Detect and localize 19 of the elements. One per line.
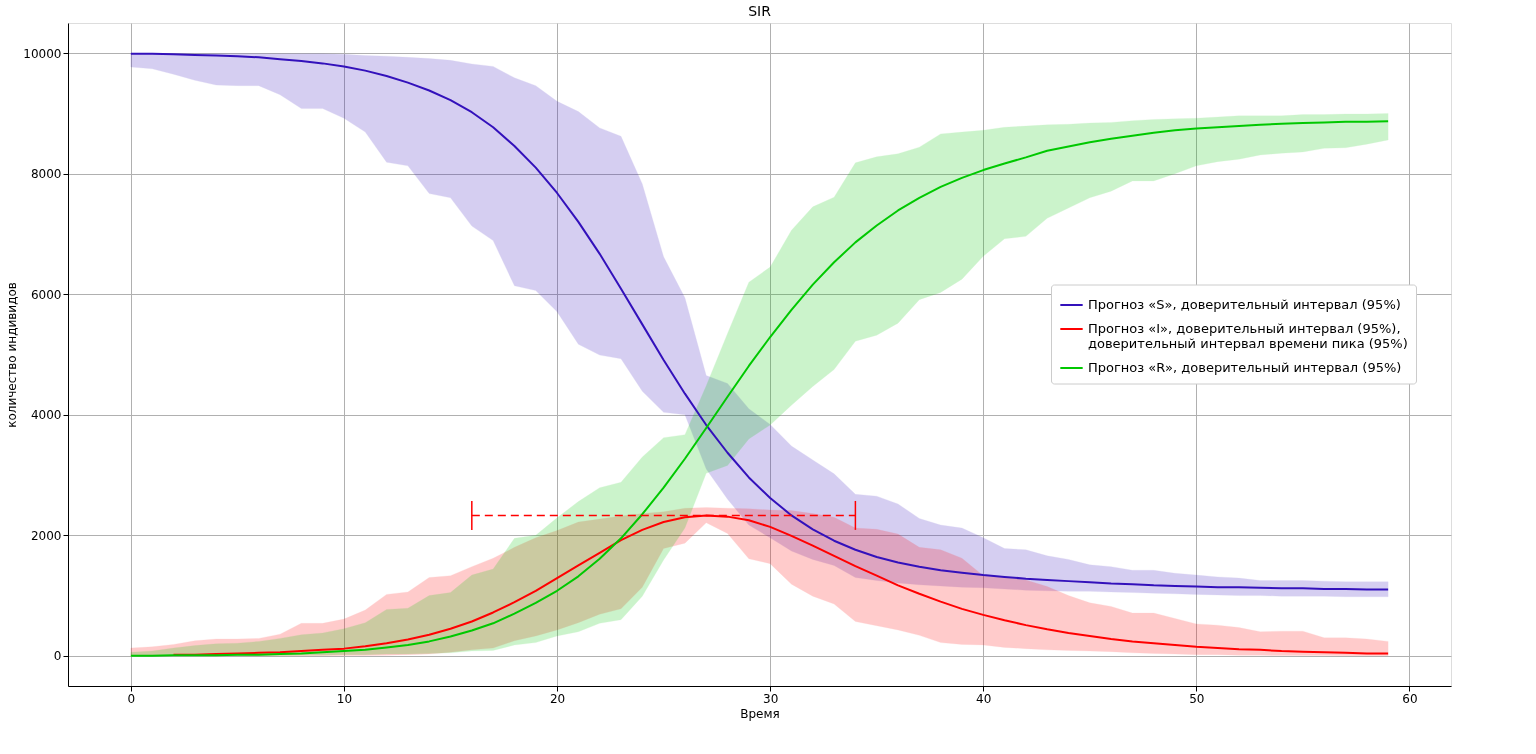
x-tick-label: 40	[976, 691, 992, 706]
x-tick-label: 50	[1189, 691, 1205, 706]
x-axis-title: Время	[740, 706, 780, 721]
chart-title: SIR	[748, 3, 772, 19]
y-tick-label: 8000	[30, 167, 62, 182]
y-axis-title: количество индивидов	[5, 282, 20, 428]
y-tick-label: 2000	[30, 528, 62, 543]
x-tick-label: 60	[1402, 691, 1418, 706]
y-tick-label: 0	[53, 649, 62, 664]
y-tick-label: 10000	[23, 46, 62, 61]
x-tick-label: 0	[127, 691, 136, 706]
legend-label: Прогноз «S», доверительный интервал (95%)	[1088, 297, 1401, 312]
x-tick-label: 10	[336, 691, 353, 706]
x-tick-label: 20	[549, 691, 566, 706]
legend-label: Прогноз «R», доверительный интервал (95%)	[1088, 360, 1402, 375]
y-tick-label: 4000	[30, 408, 62, 423]
x-tick-label: 30	[763, 691, 779, 706]
legend-label: Прогноз «I», доверительный интервал (95%), доверительный интервал времени пика (95%)	[1088, 321, 1408, 351]
y-tick-label: 6000	[30, 287, 62, 302]
